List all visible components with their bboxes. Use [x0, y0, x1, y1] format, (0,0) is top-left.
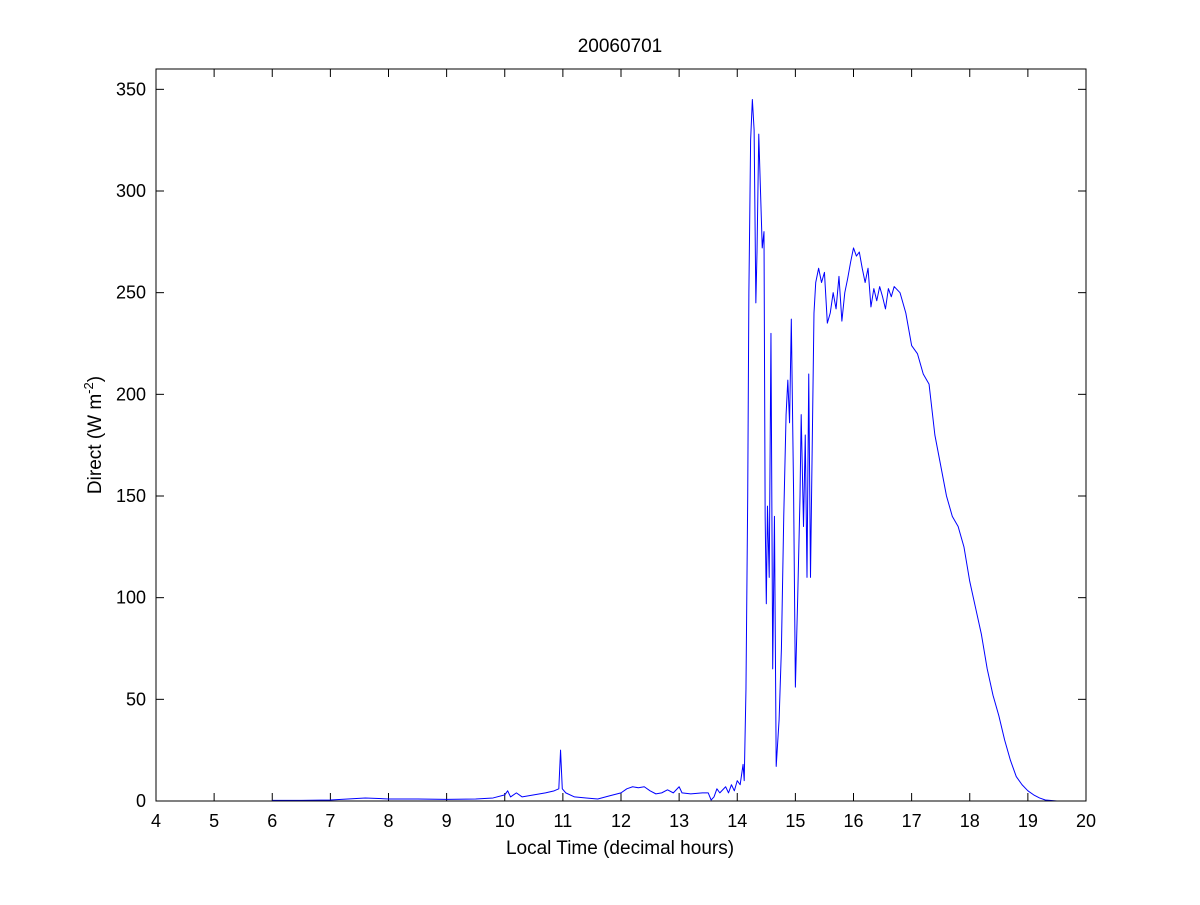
x-tick-label: 17: [902, 811, 922, 831]
y-tick-label: 250: [116, 283, 146, 303]
y-tick-label: 300: [116, 181, 146, 201]
y-tick-label: 100: [116, 588, 146, 608]
x-tick-label: 19: [1018, 811, 1038, 831]
x-tick-label: 12: [611, 811, 631, 831]
x-tick-label: 13: [669, 811, 689, 831]
chart-title: 20060701: [578, 36, 663, 57]
x-tick-label: 15: [785, 811, 805, 831]
x-tick-label: 6: [267, 811, 277, 831]
x-tick-label: 4: [151, 811, 161, 831]
series-line-1: [272, 99, 1057, 802]
series-layer: [272, 99, 1057, 802]
y-tick-label: 50: [126, 689, 146, 709]
x-tick-label: 20: [1076, 811, 1096, 831]
x-tick-label: 9: [442, 811, 452, 831]
x-tick-label: 5: [209, 811, 219, 831]
y-axis-label-main: Direct (W m: [85, 394, 106, 494]
x-axis-label: Local Time (decimal hours): [506, 838, 734, 859]
y-tick-label: 350: [116, 79, 146, 99]
y-axis-label: Direct (W m-2): [81, 376, 106, 494]
x-tick-label: 7: [325, 811, 335, 831]
y-tick-label: 0: [136, 791, 146, 811]
x-tick-label: 10: [495, 811, 515, 831]
x-tick-label: 8: [383, 811, 393, 831]
y-axis-label-superscript: -2: [81, 382, 96, 394]
x-tick-label: 18: [960, 811, 980, 831]
x-tick-label: 16: [843, 811, 863, 831]
y-tick-label: 150: [116, 486, 146, 506]
y-axis-label-tail: ): [85, 376, 106, 382]
plot-area-frame: [155, 68, 1087, 802]
y-tick-label: 200: [116, 384, 146, 404]
axis-ticks: 4 5 6 7 8 9 10 11 12 13 14 15 16 17 18 19 20050100150200…: [116, 69, 1096, 831]
x-tick-label: 11: [554, 811, 573, 831]
x-tick-label: 14: [727, 811, 747, 831]
